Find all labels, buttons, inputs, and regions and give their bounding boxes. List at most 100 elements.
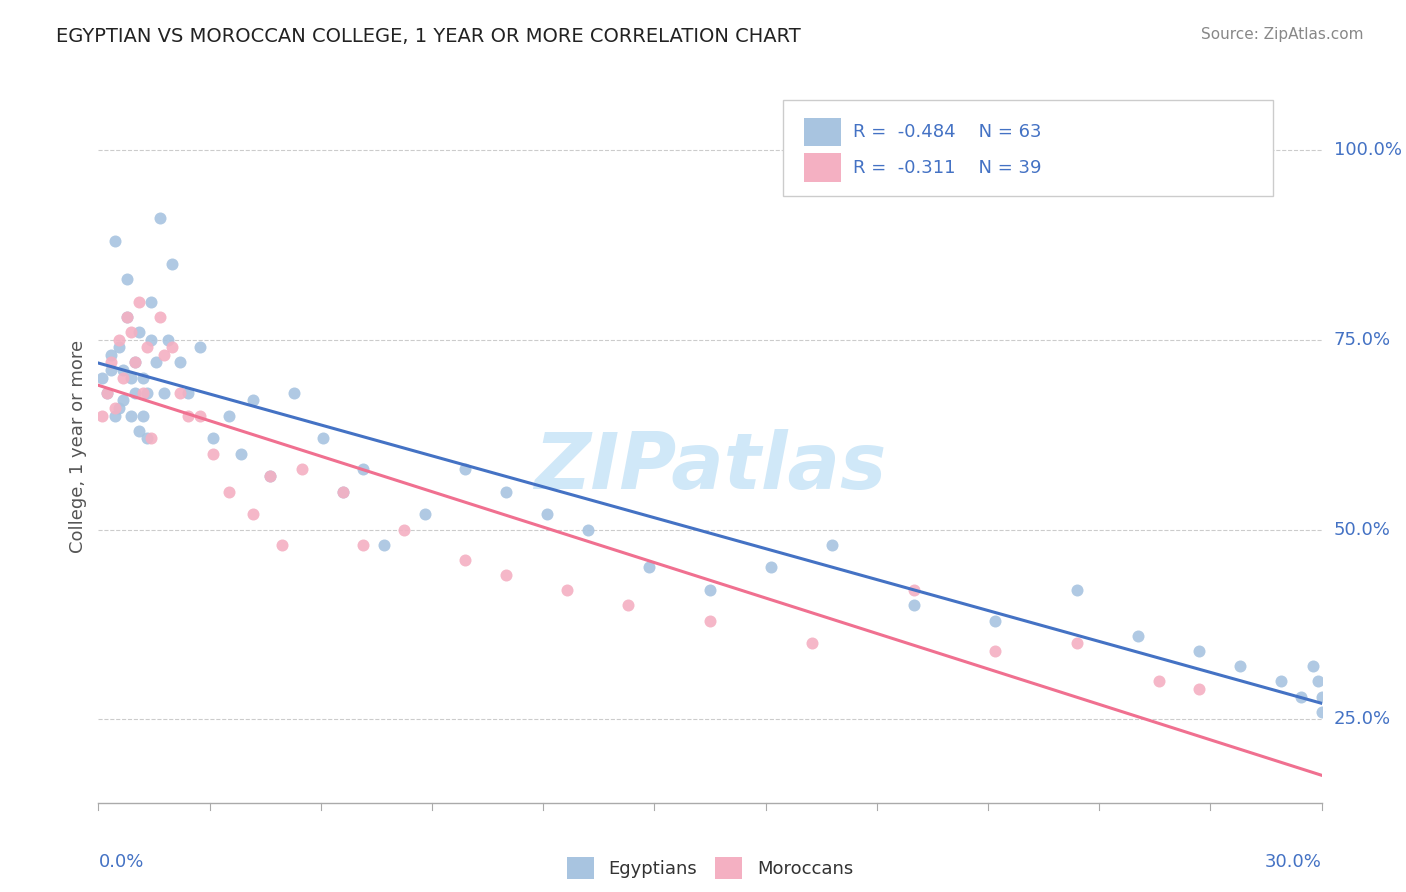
Point xyxy=(259,469,281,483)
Point xyxy=(259,469,281,483)
Point xyxy=(291,462,314,476)
Point xyxy=(149,211,172,226)
Point xyxy=(617,599,640,613)
Point xyxy=(128,325,150,339)
Point xyxy=(124,385,146,400)
Point xyxy=(111,393,134,408)
Point xyxy=(1306,674,1329,689)
Point xyxy=(160,257,183,271)
Point xyxy=(536,508,558,522)
Point xyxy=(413,508,436,522)
Point xyxy=(821,538,844,552)
Point xyxy=(699,583,721,598)
Point xyxy=(115,310,138,324)
Point xyxy=(188,340,212,354)
Point xyxy=(111,363,134,377)
Point xyxy=(903,599,925,613)
Point xyxy=(1066,583,1088,598)
Point xyxy=(91,409,114,423)
Point xyxy=(136,431,159,445)
Point xyxy=(1066,636,1088,650)
Point xyxy=(352,462,374,476)
Point xyxy=(104,409,127,423)
Point xyxy=(576,523,599,537)
Point xyxy=(128,424,150,438)
Point xyxy=(270,538,294,552)
Point xyxy=(984,614,1007,628)
Point xyxy=(903,583,925,598)
Point xyxy=(108,401,131,415)
Bar xyxy=(804,153,841,182)
Point xyxy=(145,355,167,369)
Point xyxy=(1270,674,1292,689)
Text: R =  -0.311    N = 39: R = -0.311 N = 39 xyxy=(853,159,1042,177)
Point xyxy=(637,560,661,574)
Point xyxy=(454,553,477,567)
Point xyxy=(201,431,224,445)
Point xyxy=(100,355,122,369)
Point xyxy=(1188,644,1211,658)
Point xyxy=(1310,690,1333,704)
Point xyxy=(169,355,191,369)
Point xyxy=(1188,681,1211,696)
Text: 75.0%: 75.0% xyxy=(1334,331,1391,349)
Point xyxy=(1310,705,1333,719)
Point xyxy=(332,484,354,499)
Point xyxy=(392,523,416,537)
Text: Source: ZipAtlas.com: Source: ZipAtlas.com xyxy=(1201,27,1364,42)
Point xyxy=(136,385,159,400)
Point xyxy=(1229,659,1251,673)
Point xyxy=(132,409,155,423)
Point xyxy=(128,294,150,309)
Point xyxy=(108,333,131,347)
Point xyxy=(141,431,163,445)
Point xyxy=(115,272,138,286)
Text: 30.0%: 30.0% xyxy=(1265,853,1322,871)
Point xyxy=(201,447,224,461)
Point xyxy=(801,636,824,650)
Point xyxy=(91,370,114,384)
Point xyxy=(104,234,127,248)
Point xyxy=(283,385,305,400)
Point xyxy=(332,484,354,499)
Point xyxy=(373,538,395,552)
Point xyxy=(242,508,264,522)
Text: 0.0%: 0.0% xyxy=(98,853,143,871)
Point xyxy=(699,614,721,628)
Point xyxy=(120,409,142,423)
Point xyxy=(124,355,146,369)
Point xyxy=(169,385,191,400)
Text: 50.0%: 50.0% xyxy=(1334,521,1391,539)
Point xyxy=(100,363,122,377)
Point xyxy=(555,583,579,598)
Point xyxy=(141,294,163,309)
Point xyxy=(141,333,163,347)
Point xyxy=(352,538,374,552)
Point xyxy=(120,370,142,384)
Point xyxy=(1302,659,1324,673)
Text: 100.0%: 100.0% xyxy=(1334,141,1402,159)
Text: R =  -0.484    N = 63: R = -0.484 N = 63 xyxy=(853,123,1042,141)
Point xyxy=(218,484,240,499)
Point xyxy=(132,385,155,400)
Point xyxy=(132,370,155,384)
Point xyxy=(1147,674,1170,689)
Text: EGYPTIAN VS MOROCCAN COLLEGE, 1 YEAR OR MORE CORRELATION CHART: EGYPTIAN VS MOROCCAN COLLEGE, 1 YEAR OR … xyxy=(56,27,801,45)
Point xyxy=(104,401,127,415)
Point xyxy=(96,385,118,400)
Point xyxy=(495,568,517,582)
Point xyxy=(124,355,146,369)
Point xyxy=(454,462,477,476)
Bar xyxy=(804,118,841,146)
Point xyxy=(108,340,131,354)
FancyBboxPatch shape xyxy=(783,100,1272,196)
Point xyxy=(160,340,183,354)
Legend: Egyptians, Moroccans: Egyptians, Moroccans xyxy=(560,850,860,887)
Text: ZIPatlas: ZIPatlas xyxy=(534,429,886,506)
Point xyxy=(218,409,240,423)
Point xyxy=(111,370,134,384)
Point xyxy=(1128,629,1150,643)
Point xyxy=(152,385,174,400)
Point xyxy=(136,340,159,354)
Point xyxy=(149,310,172,324)
